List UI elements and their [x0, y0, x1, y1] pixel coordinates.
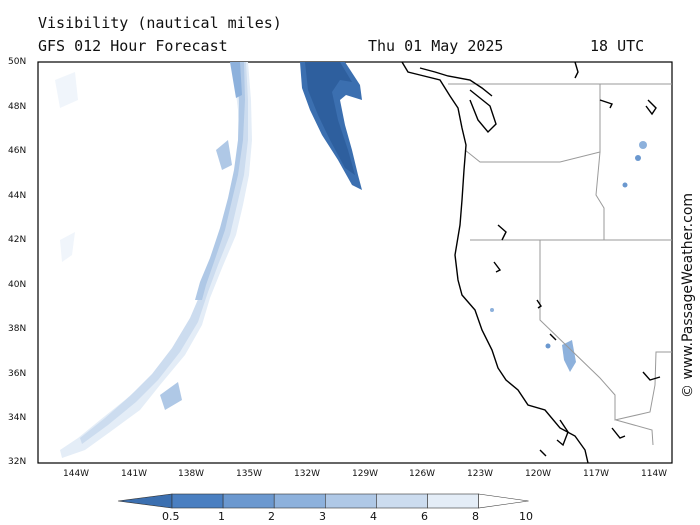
legend-label: 4	[370, 510, 377, 523]
lon-label: 126W	[409, 469, 436, 479]
lon-label: 117W	[583, 469, 610, 479]
fog-patch	[300, 62, 362, 190]
lon-label: 114W	[641, 469, 668, 479]
chart-title: Visibility (nautical miles)	[38, 14, 282, 32]
lon-label: 120W	[525, 469, 552, 479]
legend-label: 3	[319, 510, 326, 523]
forecast-label: GFS 012 Hour Forecast	[38, 37, 228, 55]
lon-label: 138W	[178, 469, 205, 479]
low-visibility-band	[60, 62, 252, 458]
lat-label: 44N	[8, 191, 27, 201]
coastline	[401, 61, 661, 464]
lon-label: 123W	[467, 469, 494, 479]
lat-label: 46N	[8, 146, 27, 156]
lon-label: 135W	[236, 469, 263, 479]
legend-label: 8	[472, 510, 479, 523]
lat-label: 42N	[8, 235, 27, 245]
legend-label: 6	[421, 510, 428, 523]
lat-label: 34N	[8, 413, 27, 423]
lat-label: 32N	[8, 457, 27, 467]
legend-label: 1	[218, 510, 225, 523]
inland-patches	[55, 72, 647, 372]
legend-label: 2	[268, 510, 275, 523]
forecast-date: Thu 01 May 2025	[368, 37, 504, 55]
political-borders	[448, 83, 672, 446]
lat-label: 36N	[8, 369, 27, 379]
lat-label: 38N	[8, 324, 27, 334]
lat-label: 48N	[8, 102, 27, 112]
forecast-time: 18 UTC	[590, 37, 645, 55]
lon-label: 129W	[352, 469, 379, 479]
lat-label: 40N	[8, 280, 27, 290]
legend-label: 0.5	[162, 510, 180, 523]
legend-label: 10	[519, 510, 533, 523]
lon-label: 141W	[121, 469, 148, 479]
lat-label: 50N	[8, 57, 27, 67]
site-credit: © www.PassageWeather.com	[680, 192, 696, 398]
lon-label: 132W	[294, 469, 321, 479]
lon-label: 144W	[63, 469, 90, 479]
